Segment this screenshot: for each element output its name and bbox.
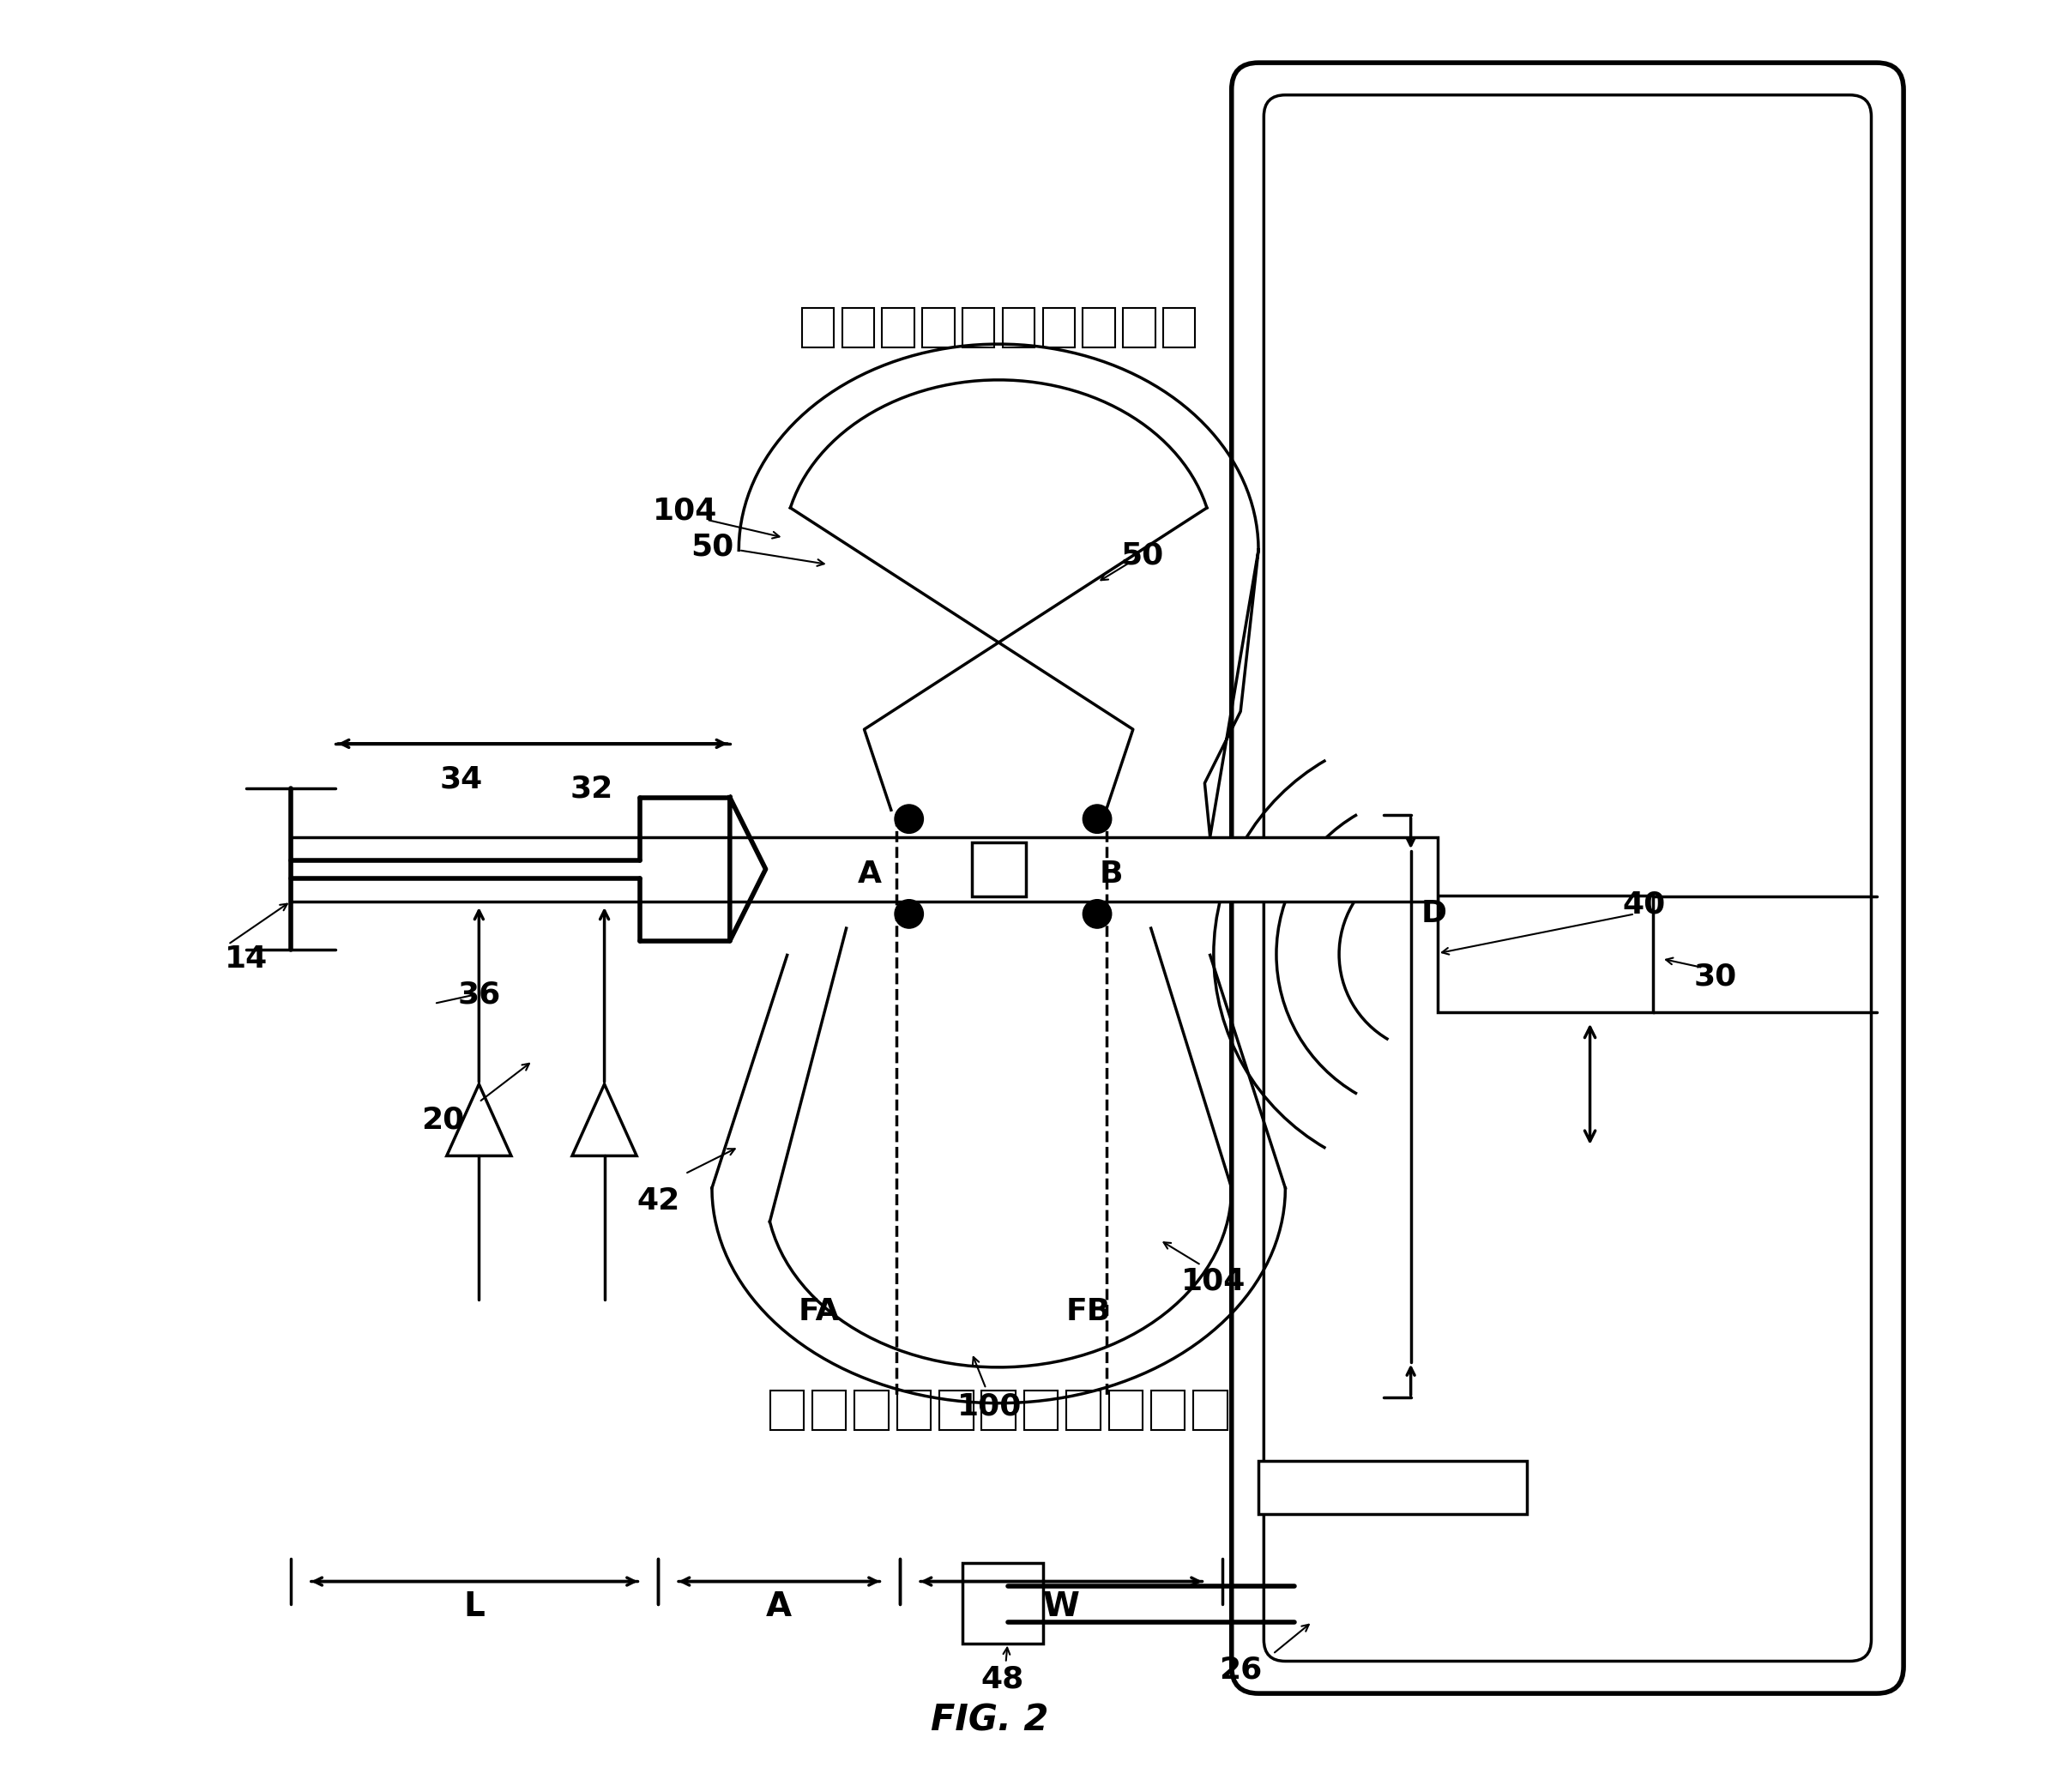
Text: 100: 100	[958, 1392, 1021, 1421]
Bar	[1067, 1391, 1099, 1430]
Text: 50: 50	[1120, 541, 1163, 570]
Bar	[923, 308, 954, 348]
Text: 34: 34	[439, 765, 482, 794]
Circle shape	[1083, 805, 1112, 833]
Text: 50: 50	[691, 532, 734, 561]
Circle shape	[1083, 900, 1112, 928]
Text: 104: 104	[1181, 1267, 1247, 1296]
Bar	[855, 1391, 888, 1430]
Bar	[769, 1391, 804, 1430]
Bar	[1194, 1391, 1226, 1430]
Bar	[843, 308, 874, 348]
Circle shape	[894, 900, 923, 928]
Text: FB: FB	[1067, 1297, 1112, 1326]
Text: L: L	[464, 1591, 486, 1624]
Bar	[882, 308, 915, 348]
Text: 14: 14	[224, 944, 267, 973]
Text: B: B	[1099, 860, 1124, 889]
Polygon shape	[572, 1084, 636, 1156]
Text: W: W	[1044, 1591, 1079, 1624]
Bar	[896, 1391, 931, 1430]
Text: 30: 30	[1694, 962, 1737, 991]
Text: A: A	[767, 1591, 792, 1624]
Bar	[962, 308, 995, 348]
Text: FIG. 2: FIG. 2	[931, 1702, 1048, 1738]
Bar	[802, 308, 835, 348]
FancyBboxPatch shape	[1231, 63, 1903, 1693]
Text: 40: 40	[1622, 891, 1665, 919]
Text: 42: 42	[636, 1186, 679, 1215]
Text: 32: 32	[570, 774, 613, 803]
Bar	[1151, 1391, 1185, 1430]
Text: A: A	[857, 860, 882, 889]
Bar	[939, 1391, 974, 1430]
Bar	[982, 1391, 1015, 1430]
Bar	[962, 1563, 1044, 1643]
Bar	[1124, 308, 1155, 348]
Bar	[1083, 308, 1116, 348]
Bar	[1259, 1460, 1528, 1514]
Bar	[1003, 308, 1036, 348]
Circle shape	[894, 805, 923, 833]
Polygon shape	[447, 1084, 511, 1156]
Text: 20: 20	[423, 1106, 466, 1134]
Text: 26: 26	[1218, 1656, 1261, 1684]
Bar	[1438, 896, 1653, 1012]
Bar	[972, 842, 1026, 896]
Bar	[291, 837, 1438, 901]
Bar	[1163, 308, 1196, 348]
Bar	[1023, 1391, 1058, 1430]
Bar	[812, 1391, 847, 1430]
Text: D: D	[1421, 900, 1446, 928]
Text: 48: 48	[980, 1665, 1023, 1693]
Text: 104: 104	[652, 496, 718, 525]
Text: 36: 36	[457, 980, 500, 1009]
Text: FA: FA	[798, 1297, 841, 1326]
Bar	[1042, 308, 1075, 348]
Bar	[1110, 1391, 1142, 1430]
